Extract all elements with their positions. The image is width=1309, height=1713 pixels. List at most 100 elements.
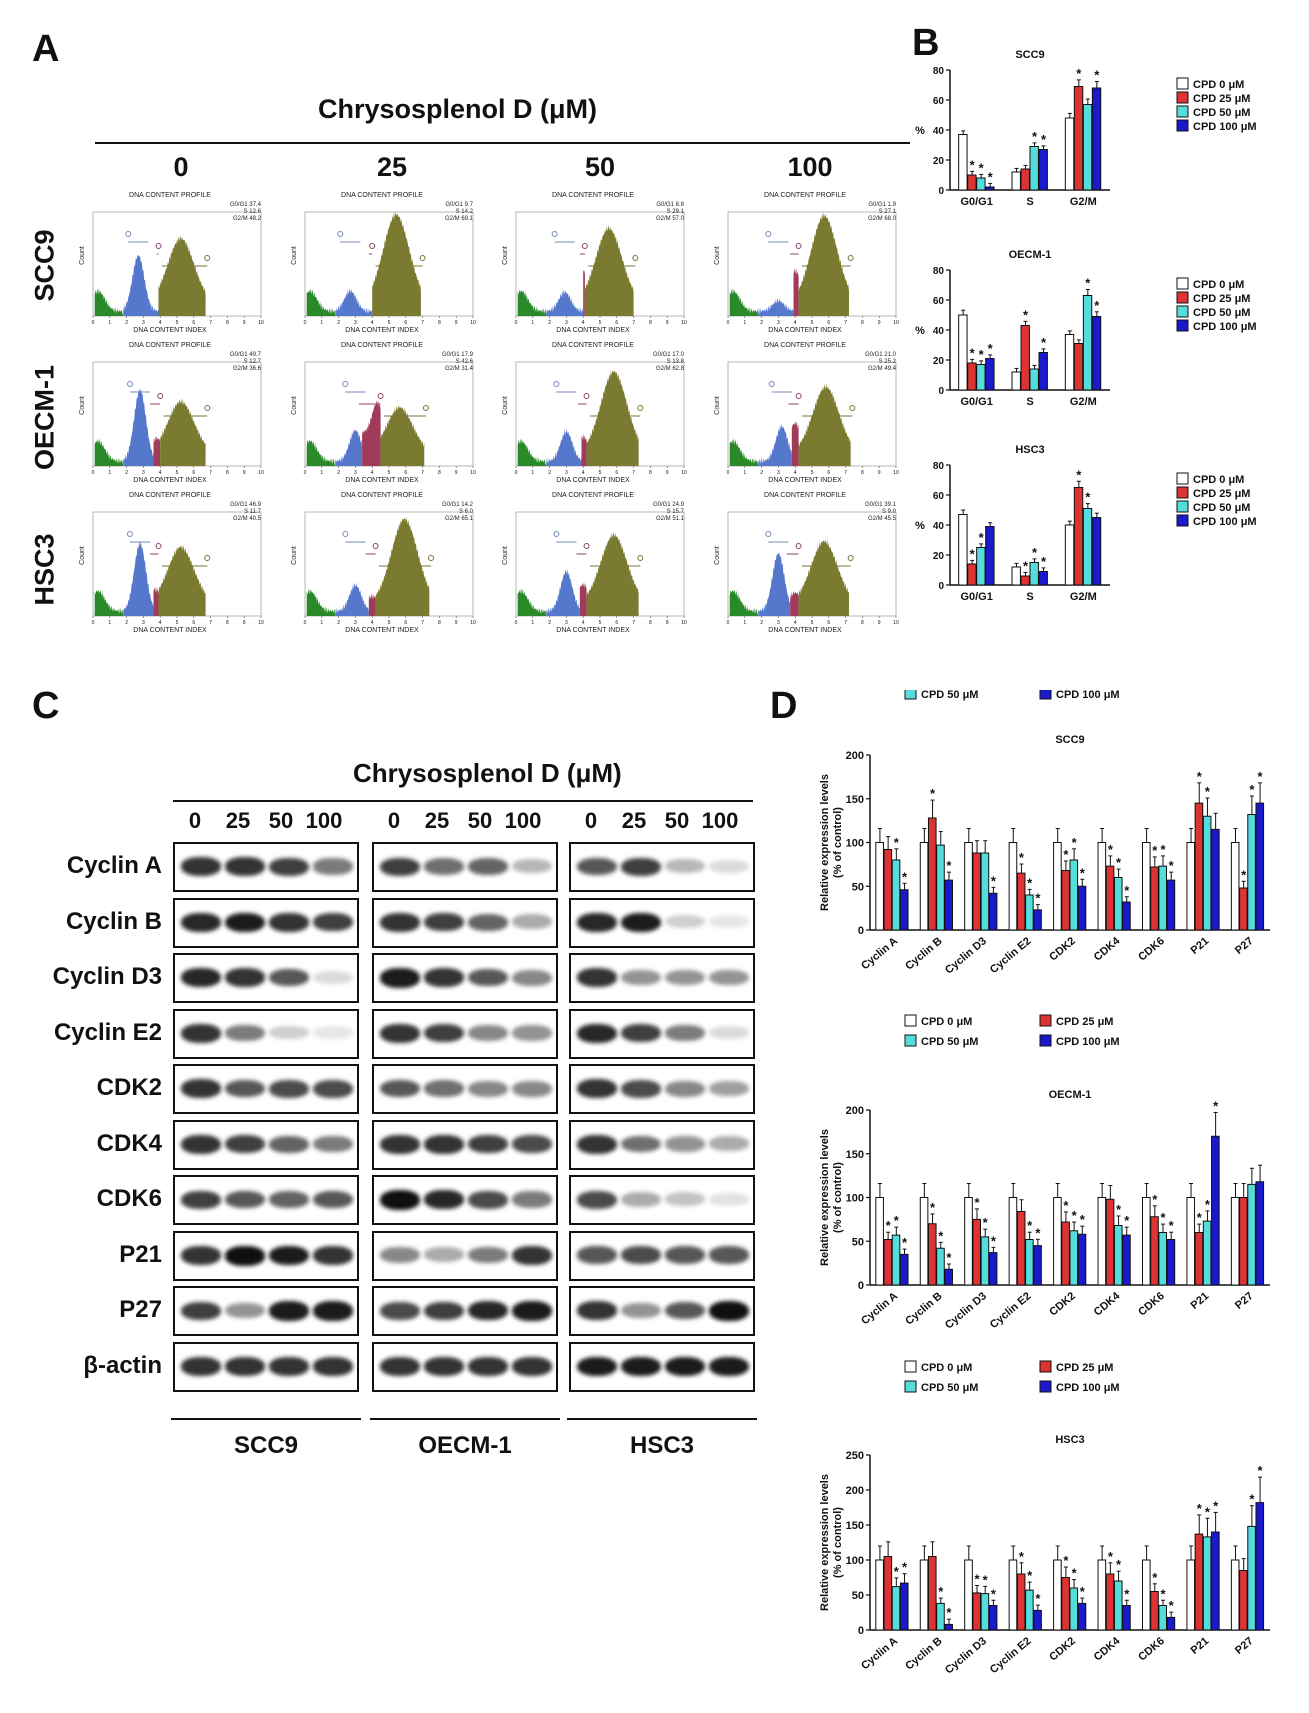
bar xyxy=(1016,872,1026,931)
x-tick-label: 8 xyxy=(649,620,652,626)
x-tick-label: 7 xyxy=(421,470,424,476)
lane-label: 100 xyxy=(504,808,542,833)
protein-band xyxy=(512,1356,552,1376)
cell-line-label: HSC3 xyxy=(629,1432,695,1459)
histogram-xlabel: DNA CONTENT INDEX xyxy=(768,477,842,484)
bar xyxy=(1097,842,1107,931)
stat-line: G2/M 68.0 xyxy=(867,216,896,222)
significance-marker: * xyxy=(1197,769,1203,784)
x-tick-label: CDK4 xyxy=(1092,1290,1123,1319)
protein-band xyxy=(709,1080,749,1096)
protein-band xyxy=(181,912,221,932)
significance-marker: * xyxy=(1249,1492,1255,1507)
bar xyxy=(1033,1609,1042,1631)
protein-band xyxy=(313,913,353,932)
x-tick-label: 5 xyxy=(599,320,602,326)
bar xyxy=(1230,842,1240,931)
gate-handle xyxy=(849,405,856,411)
panel-letter-a: A xyxy=(32,28,60,70)
histogram-xlabel: DNA CONTENT INDEX xyxy=(133,327,207,334)
bar xyxy=(1073,343,1084,391)
protein-band xyxy=(181,1245,221,1265)
y-tick-label: 150 xyxy=(846,1520,864,1532)
histogram-xlabel: DNA CONTENT INDEX xyxy=(556,327,630,334)
x-tick-label: S xyxy=(1026,196,1033,208)
x-tick-label: 8 xyxy=(226,620,229,626)
lane-label: 0 xyxy=(387,808,401,833)
protein-band xyxy=(225,968,265,988)
protein-band xyxy=(709,1301,749,1321)
significance-marker: * xyxy=(1197,1210,1203,1225)
y-tick-label: 80 xyxy=(933,461,945,472)
protein-band xyxy=(665,1024,705,1042)
significance-marker: * xyxy=(902,1560,908,1575)
bar xyxy=(1097,1197,1107,1286)
flow-histogram: DNA CONTENT PROFILE G0/G1 17.0 S 13.8 G2/M … xyxy=(498,342,688,484)
debris-region xyxy=(94,438,124,466)
protein-band xyxy=(709,915,749,928)
bar xyxy=(1194,1533,1204,1631)
bar xyxy=(967,174,977,191)
blot-strip xyxy=(173,842,359,892)
protein-band xyxy=(424,1301,464,1320)
significance-marker: * xyxy=(1027,1568,1033,1583)
x-tick-label: 10 xyxy=(681,470,687,476)
gate-handle xyxy=(553,531,560,537)
x-tick-label: 7 xyxy=(632,320,635,326)
significance-marker: * xyxy=(1152,843,1158,858)
significance-marker: * xyxy=(1124,1586,1130,1601)
x-tick-label: P27 xyxy=(1233,1290,1256,1312)
protein-label: Cyclin E2 xyxy=(53,1018,162,1046)
significance-marker: * xyxy=(988,169,994,184)
bar xyxy=(1025,894,1034,931)
x-tick-label: 3 xyxy=(777,470,780,476)
histogram-plot: 0 1 2 3 4 5 6 7 8 9 10 xyxy=(304,511,476,626)
gate-handle xyxy=(637,405,644,411)
legend-swatch xyxy=(1039,690,1052,700)
significance-marker: * xyxy=(1063,847,1069,862)
significance-marker: * xyxy=(1213,1498,1219,1513)
gate-handle xyxy=(428,555,434,561)
g0g1-region xyxy=(758,423,792,466)
x-tick-label: 6 xyxy=(192,620,195,626)
histogram-plot: 0 1 2 3 4 5 6 7 8 9 10 xyxy=(304,211,476,326)
x-tick-label: 2 xyxy=(548,620,551,626)
y-tick-label: 200 xyxy=(846,750,864,762)
x-tick-label: Cyclin E2 xyxy=(988,1635,1034,1676)
x-tick-label: Cyclin B xyxy=(903,1635,944,1673)
blot-strip xyxy=(372,1230,558,1281)
legend-swatch xyxy=(904,1014,917,1027)
significance-marker: * xyxy=(1160,1210,1166,1225)
bar xyxy=(1194,1232,1204,1286)
significance-marker: * xyxy=(1063,1553,1069,1568)
x-tick-label: 7 xyxy=(209,620,212,626)
bar xyxy=(1077,1233,1087,1286)
protein-band xyxy=(577,1301,617,1321)
protein-band xyxy=(380,1356,420,1376)
gate-handle xyxy=(126,381,133,387)
legend-label: CPD 0 μM xyxy=(1193,79,1244,91)
histogram-plot: 0 1 2 3 4 5 6 7 8 9 10 xyxy=(92,511,264,626)
significance-marker: * xyxy=(1094,67,1100,82)
stat-line: G0/G1 21.0 xyxy=(864,352,896,358)
stat-line: G2/M 40.5 xyxy=(232,516,261,522)
legend-swatch xyxy=(1176,277,1189,290)
histogram-title: DNA CONTENT PROFILE xyxy=(341,492,423,499)
x-tick-label: 3 xyxy=(565,470,568,476)
chart-title: HSC3 xyxy=(1015,444,1044,456)
significance-marker: * xyxy=(1080,1212,1086,1227)
bar xyxy=(1069,1230,1079,1286)
significance-marker: * xyxy=(1169,1598,1175,1613)
s-phase-region xyxy=(790,591,799,616)
x-tick-label: 0 xyxy=(727,470,730,476)
bar xyxy=(1038,352,1048,391)
bar xyxy=(891,1234,901,1286)
gate-handle xyxy=(419,255,426,261)
significance-marker: * xyxy=(894,1213,900,1228)
x-tick-label: Cyclin A xyxy=(859,1635,900,1672)
x-tick-label: 8 xyxy=(226,320,229,326)
protein-band xyxy=(621,969,661,986)
flow-histogram: DNA CONTENT PROFILE G0/G1 17.9 S 42.6 G2/M … xyxy=(287,342,477,484)
bar xyxy=(985,186,995,191)
